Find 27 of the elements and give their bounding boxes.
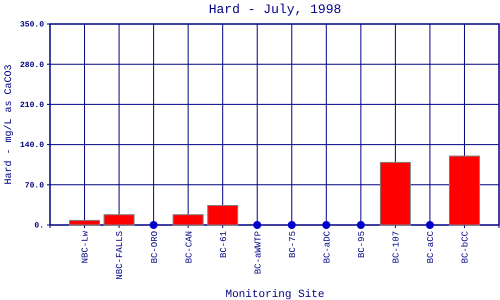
chart-title: Hard - July, 1998 [208, 2, 342, 17]
x-tick-label: BC-aDC [322, 230, 332, 264]
bar [104, 214, 135, 226]
x-tick-label: BC-CAN [184, 231, 194, 264]
bar [380, 162, 411, 226]
x-tick-label: NBC-FALLS [115, 231, 126, 280]
x-tick-label: BC-aWWTP [253, 231, 264, 274]
bar [207, 204, 238, 226]
y-tick-label: 350.0 [20, 20, 44, 30]
y-tick-label: 140.0 [20, 141, 44, 150]
y-tick-label: 70.0 [24, 181, 44, 190]
x-tick-label: NBC-Lw [80, 230, 91, 264]
x-tick-label: BC-ORO [150, 231, 160, 264]
x-tick-label: BC-75 [288, 231, 298, 258]
x-tick-label: BC-aCC [426, 230, 436, 264]
x-tick-label: BC-61 [218, 231, 229, 258]
y-axis-title: Hard - mg/L as CaCO3 [3, 64, 15, 185]
y-tick-label: 280.0 [20, 60, 44, 70]
bar [448, 156, 480, 226]
x-tick-label: BC-bCC [460, 230, 471, 264]
bar [172, 214, 204, 226]
y-tick-label: 210.0 [20, 100, 44, 110]
bar [69, 220, 100, 226]
x-tick-label: BC-107 [392, 231, 402, 264]
x-axis-title: Monitoring Site [225, 289, 325, 300]
y-tick-label: 0. [34, 222, 44, 231]
x-tick-label: BC-95 [356, 231, 367, 258]
